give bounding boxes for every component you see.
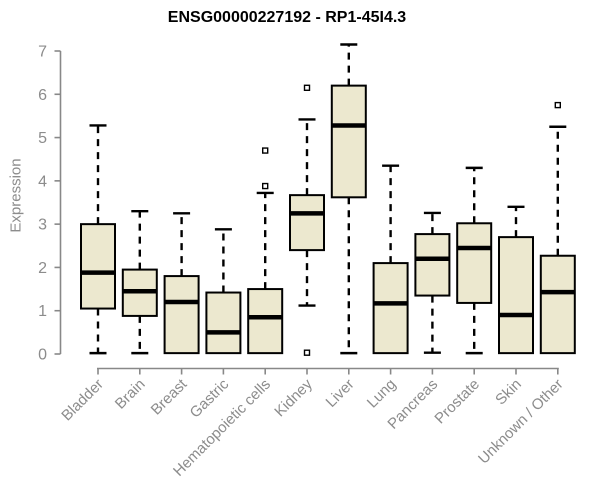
box-group-skin xyxy=(498,205,534,355)
chart-title: ENSG00000227192 - RP1-45I4.3 xyxy=(167,9,407,26)
x-category-label: Lung xyxy=(364,376,400,412)
box-group-kidney xyxy=(289,84,325,356)
outlier-point xyxy=(262,182,269,190)
outlier-point xyxy=(303,84,311,91)
iqr-box xyxy=(372,262,409,355)
x-category-label: Skin xyxy=(492,376,525,409)
box-group-brain xyxy=(121,209,158,355)
iqr-box xyxy=(539,254,576,355)
box-group-hematopoietic-cells xyxy=(247,147,284,355)
box-group-breast xyxy=(163,212,200,355)
y-tick-label: 6 xyxy=(38,87,47,104)
x-category-label: Liver xyxy=(323,376,358,411)
box-group-gastric xyxy=(205,228,242,355)
outlier-point xyxy=(554,101,561,109)
box-group-prostate xyxy=(456,166,493,355)
box-group-bladder xyxy=(80,124,116,355)
box-group-pancreas xyxy=(414,211,451,354)
x-category-label: Kidney xyxy=(271,375,316,420)
y-tick-label: 2 xyxy=(38,260,47,277)
iqr-box xyxy=(330,84,367,199)
iqr-box xyxy=(289,194,325,252)
box-group-lung xyxy=(372,164,409,355)
x-category-label: Breast xyxy=(148,375,191,418)
outlier-point xyxy=(262,147,269,154)
iqr-box xyxy=(163,275,200,355)
y-axis: 0 1 2 3 4 5 6 7 xyxy=(38,43,62,364)
x-category-label: Bladder xyxy=(58,376,107,425)
y-tick-label: 4 xyxy=(38,173,47,190)
x-category-label: Prostate xyxy=(431,376,483,428)
y-tick-label: 7 xyxy=(38,43,47,60)
y-tick-label: 0 xyxy=(38,347,47,364)
x-category-label: Brain xyxy=(112,376,149,413)
box-group-unknown-other xyxy=(539,101,576,355)
iqr-box xyxy=(456,222,493,304)
box-group-liver xyxy=(330,43,367,355)
iqr-box xyxy=(205,291,242,355)
iqr-box xyxy=(414,233,451,297)
outlier-point xyxy=(303,349,311,356)
iqr-box xyxy=(498,236,534,355)
iqr-box xyxy=(80,223,116,310)
y-tick-label: 5 xyxy=(38,130,47,147)
y-tick-label: 3 xyxy=(38,217,47,234)
y-tick-label: 1 xyxy=(38,303,47,320)
iqr-box xyxy=(247,288,284,355)
